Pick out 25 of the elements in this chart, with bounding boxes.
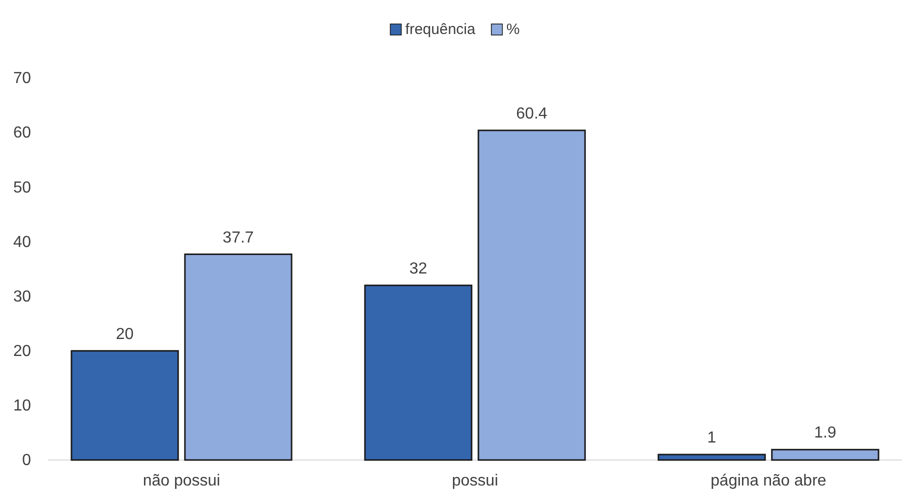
bar bbox=[364, 284, 472, 461]
y-tick-label: 10 bbox=[13, 398, 32, 415]
legend-label: % bbox=[506, 21, 520, 38]
x-tick-label: não possui bbox=[142, 472, 220, 490]
y-tick-label: 60 bbox=[13, 124, 32, 142]
bar bbox=[184, 254, 292, 461]
data-label: 1 bbox=[707, 430, 716, 447]
legend-label: frequência bbox=[405, 21, 476, 38]
y-tick-label: 20 bbox=[13, 342, 32, 360]
data-label: 32 bbox=[409, 260, 428, 278]
y-tick-label: 70 bbox=[13, 70, 32, 88]
data-label: 20 bbox=[116, 326, 134, 343]
y-tick-label: 0 bbox=[22, 452, 32, 470]
data-label: 60.4 bbox=[516, 105, 548, 122]
y-tick-label: 40 bbox=[13, 234, 32, 251]
x-tick-label: possui bbox=[452, 472, 498, 490]
bar bbox=[70, 350, 179, 461]
y-tick-label: 50 bbox=[13, 179, 32, 196]
bar bbox=[658, 454, 766, 461]
data-label: 1.9 bbox=[814, 424, 836, 442]
data-label: 37.7 bbox=[222, 229, 254, 246]
x-tick-label: página não abre bbox=[710, 472, 826, 490]
y-tick-label: 30 bbox=[13, 288, 32, 306]
bar bbox=[771, 448, 880, 461]
bar bbox=[478, 130, 586, 461]
